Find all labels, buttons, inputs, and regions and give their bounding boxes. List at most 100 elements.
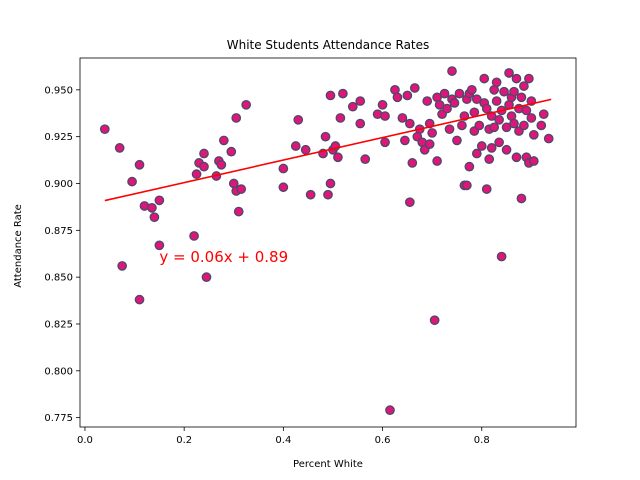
data-point [397, 113, 408, 123]
data-point [519, 81, 529, 91]
y-tick-label: 0.825 [44, 319, 73, 330]
x-tick-label: 0.2 [176, 435, 192, 446]
data-point [516, 92, 527, 103]
data-point [496, 251, 507, 262]
data-point [241, 99, 252, 110]
y-tick-label: 0.925 [44, 132, 73, 143]
data-point [442, 103, 452, 114]
data-point [471, 94, 482, 105]
data-point [452, 135, 462, 146]
data-point [491, 96, 502, 106]
y-tick-label: 0.850 [44, 273, 73, 284]
data-point [99, 124, 110, 135]
data-point [338, 88, 348, 99]
data-point [424, 139, 435, 150]
data-point [422, 96, 433, 106]
axes: 0.0 0.2 0.4 0.6 0.8 0.775 0.800 0.825 0.850 0.875… [44, 57, 577, 446]
data-point [489, 122, 500, 133]
data-point [466, 84, 477, 95]
data-point [199, 148, 209, 159]
data-point [323, 189, 333, 200]
data-point [325, 178, 336, 189]
data-point [434, 99, 445, 110]
data-point [511, 152, 522, 163]
data-point [501, 144, 512, 155]
data-point [479, 73, 490, 84]
data-point [449, 98, 460, 108]
x-axis-label: Percent White [293, 459, 363, 470]
data-point [499, 86, 509, 97]
regression-equation-annotation: y = 0.06x + 0.89 [159, 248, 288, 266]
data-point [494, 137, 504, 148]
chart-title: White Students Attendance Rates [227, 38, 430, 52]
data-point [392, 92, 403, 103]
data-point [347, 101, 358, 112]
plot-frame [79, 57, 577, 428]
data-point [524, 73, 534, 84]
data-point [509, 86, 519, 97]
data-point [333, 152, 343, 163]
data-point [454, 88, 465, 99]
data-point [201, 272, 212, 283]
data-point [355, 118, 366, 129]
y-tick-label: 0.775 [44, 413, 73, 424]
data-point [335, 113, 346, 123]
y-tick-label: 0.900 [44, 179, 73, 190]
data-point [320, 131, 331, 142]
y-tick-label: 0.875 [44, 226, 73, 237]
data-point [469, 107, 480, 118]
data-point [355, 96, 366, 106]
data-point [134, 159, 145, 170]
data-point [521, 105, 532, 116]
x-tick-label: 0.4 [275, 435, 291, 446]
data-point [409, 83, 420, 93]
data-point [474, 120, 485, 131]
data-point [236, 184, 247, 194]
data-point [444, 124, 455, 135]
data-point [486, 143, 497, 153]
data-point [360, 154, 371, 164]
data-point [504, 68, 514, 78]
data-point [189, 231, 199, 241]
data-point [278, 163, 289, 174]
data-point [407, 158, 418, 168]
data-point [300, 144, 311, 155]
data-point [432, 156, 442, 166]
data-point [293, 114, 304, 125]
data-point [536, 120, 547, 131]
data-point [543, 133, 554, 144]
data-point [528, 156, 539, 166]
data-point [484, 154, 495, 164]
data-point [491, 77, 502, 88]
data-point [404, 118, 415, 129]
x-tick-label: 0.6 [375, 435, 391, 446]
data-point [481, 103, 492, 114]
data-point [439, 88, 450, 99]
data-point [325, 90, 336, 101]
data-point [511, 73, 522, 84]
data-point [526, 113, 537, 123]
data-point [538, 109, 549, 120]
plot-area: y = 0.06x + 0.89 [99, 66, 554, 415]
data-point [447, 66, 457, 76]
data-point [481, 184, 492, 194]
data-point [117, 261, 128, 271]
data-point [233, 206, 244, 217]
data-point [471, 148, 482, 159]
data-point [218, 135, 229, 146]
data-point [501, 122, 512, 133]
data-point [519, 120, 529, 131]
data-point [400, 135, 410, 146]
data-point [114, 143, 125, 153]
regression-line [104, 98, 552, 202]
x-tick-label: 0.0 [77, 435, 93, 446]
data-point [127, 176, 137, 187]
data-point [147, 202, 157, 213]
x-tick-label: 0.8 [474, 435, 490, 446]
data-point [191, 169, 202, 179]
data-point [134, 294, 145, 305]
y-tick-label: 0.950 [44, 85, 73, 96]
data-point [516, 193, 527, 204]
